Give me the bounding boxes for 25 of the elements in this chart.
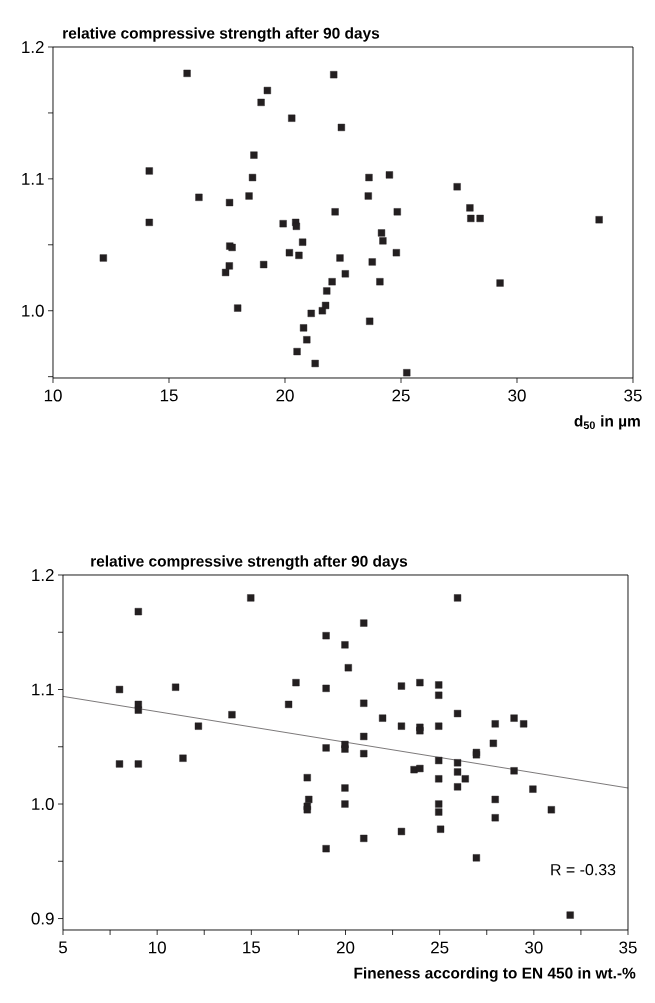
y-tick-label: 1.1 xyxy=(32,683,54,696)
x-tick-label: 35 xyxy=(619,941,637,954)
y-tick-label: 1.2 xyxy=(32,569,54,581)
x-tick-label: 15 xyxy=(243,941,261,954)
x-tick-label: 35 xyxy=(624,389,642,402)
y-tick-label: 1.0 xyxy=(32,798,54,811)
x-tick-label: 5 xyxy=(58,941,67,954)
annotation: R = -0.33 xyxy=(551,864,616,876)
y-axis-title: relative compressive strength after 90 days xyxy=(63,27,380,42)
x-axis-title: Fineness according to EN 450 in wt.-% xyxy=(354,967,636,982)
y-tick-label: 0.9 xyxy=(31,912,54,925)
y-tick-label: 1.2 xyxy=(22,41,44,53)
x-tick-label: 15 xyxy=(160,389,178,402)
x-tick-label: 10 xyxy=(149,941,166,954)
y-tick-label: 1.1 xyxy=(22,173,44,185)
x-tick-label: 30 xyxy=(525,941,543,954)
x-tick-label: 25 xyxy=(392,389,410,402)
x-tick-label: 10 xyxy=(44,389,62,402)
x-tick-label: 20 xyxy=(336,941,355,954)
y-tick-label: 1.0 xyxy=(22,304,44,317)
x-axis-title: d$_{50}$ in µm xyxy=(574,415,640,430)
x-tick-label: 25 xyxy=(431,941,449,954)
y-axis-title: relative compressive strength after 90 days xyxy=(91,555,408,570)
x-tick-label: 20 xyxy=(276,389,294,402)
x-tick-label: 30 xyxy=(508,389,526,402)
